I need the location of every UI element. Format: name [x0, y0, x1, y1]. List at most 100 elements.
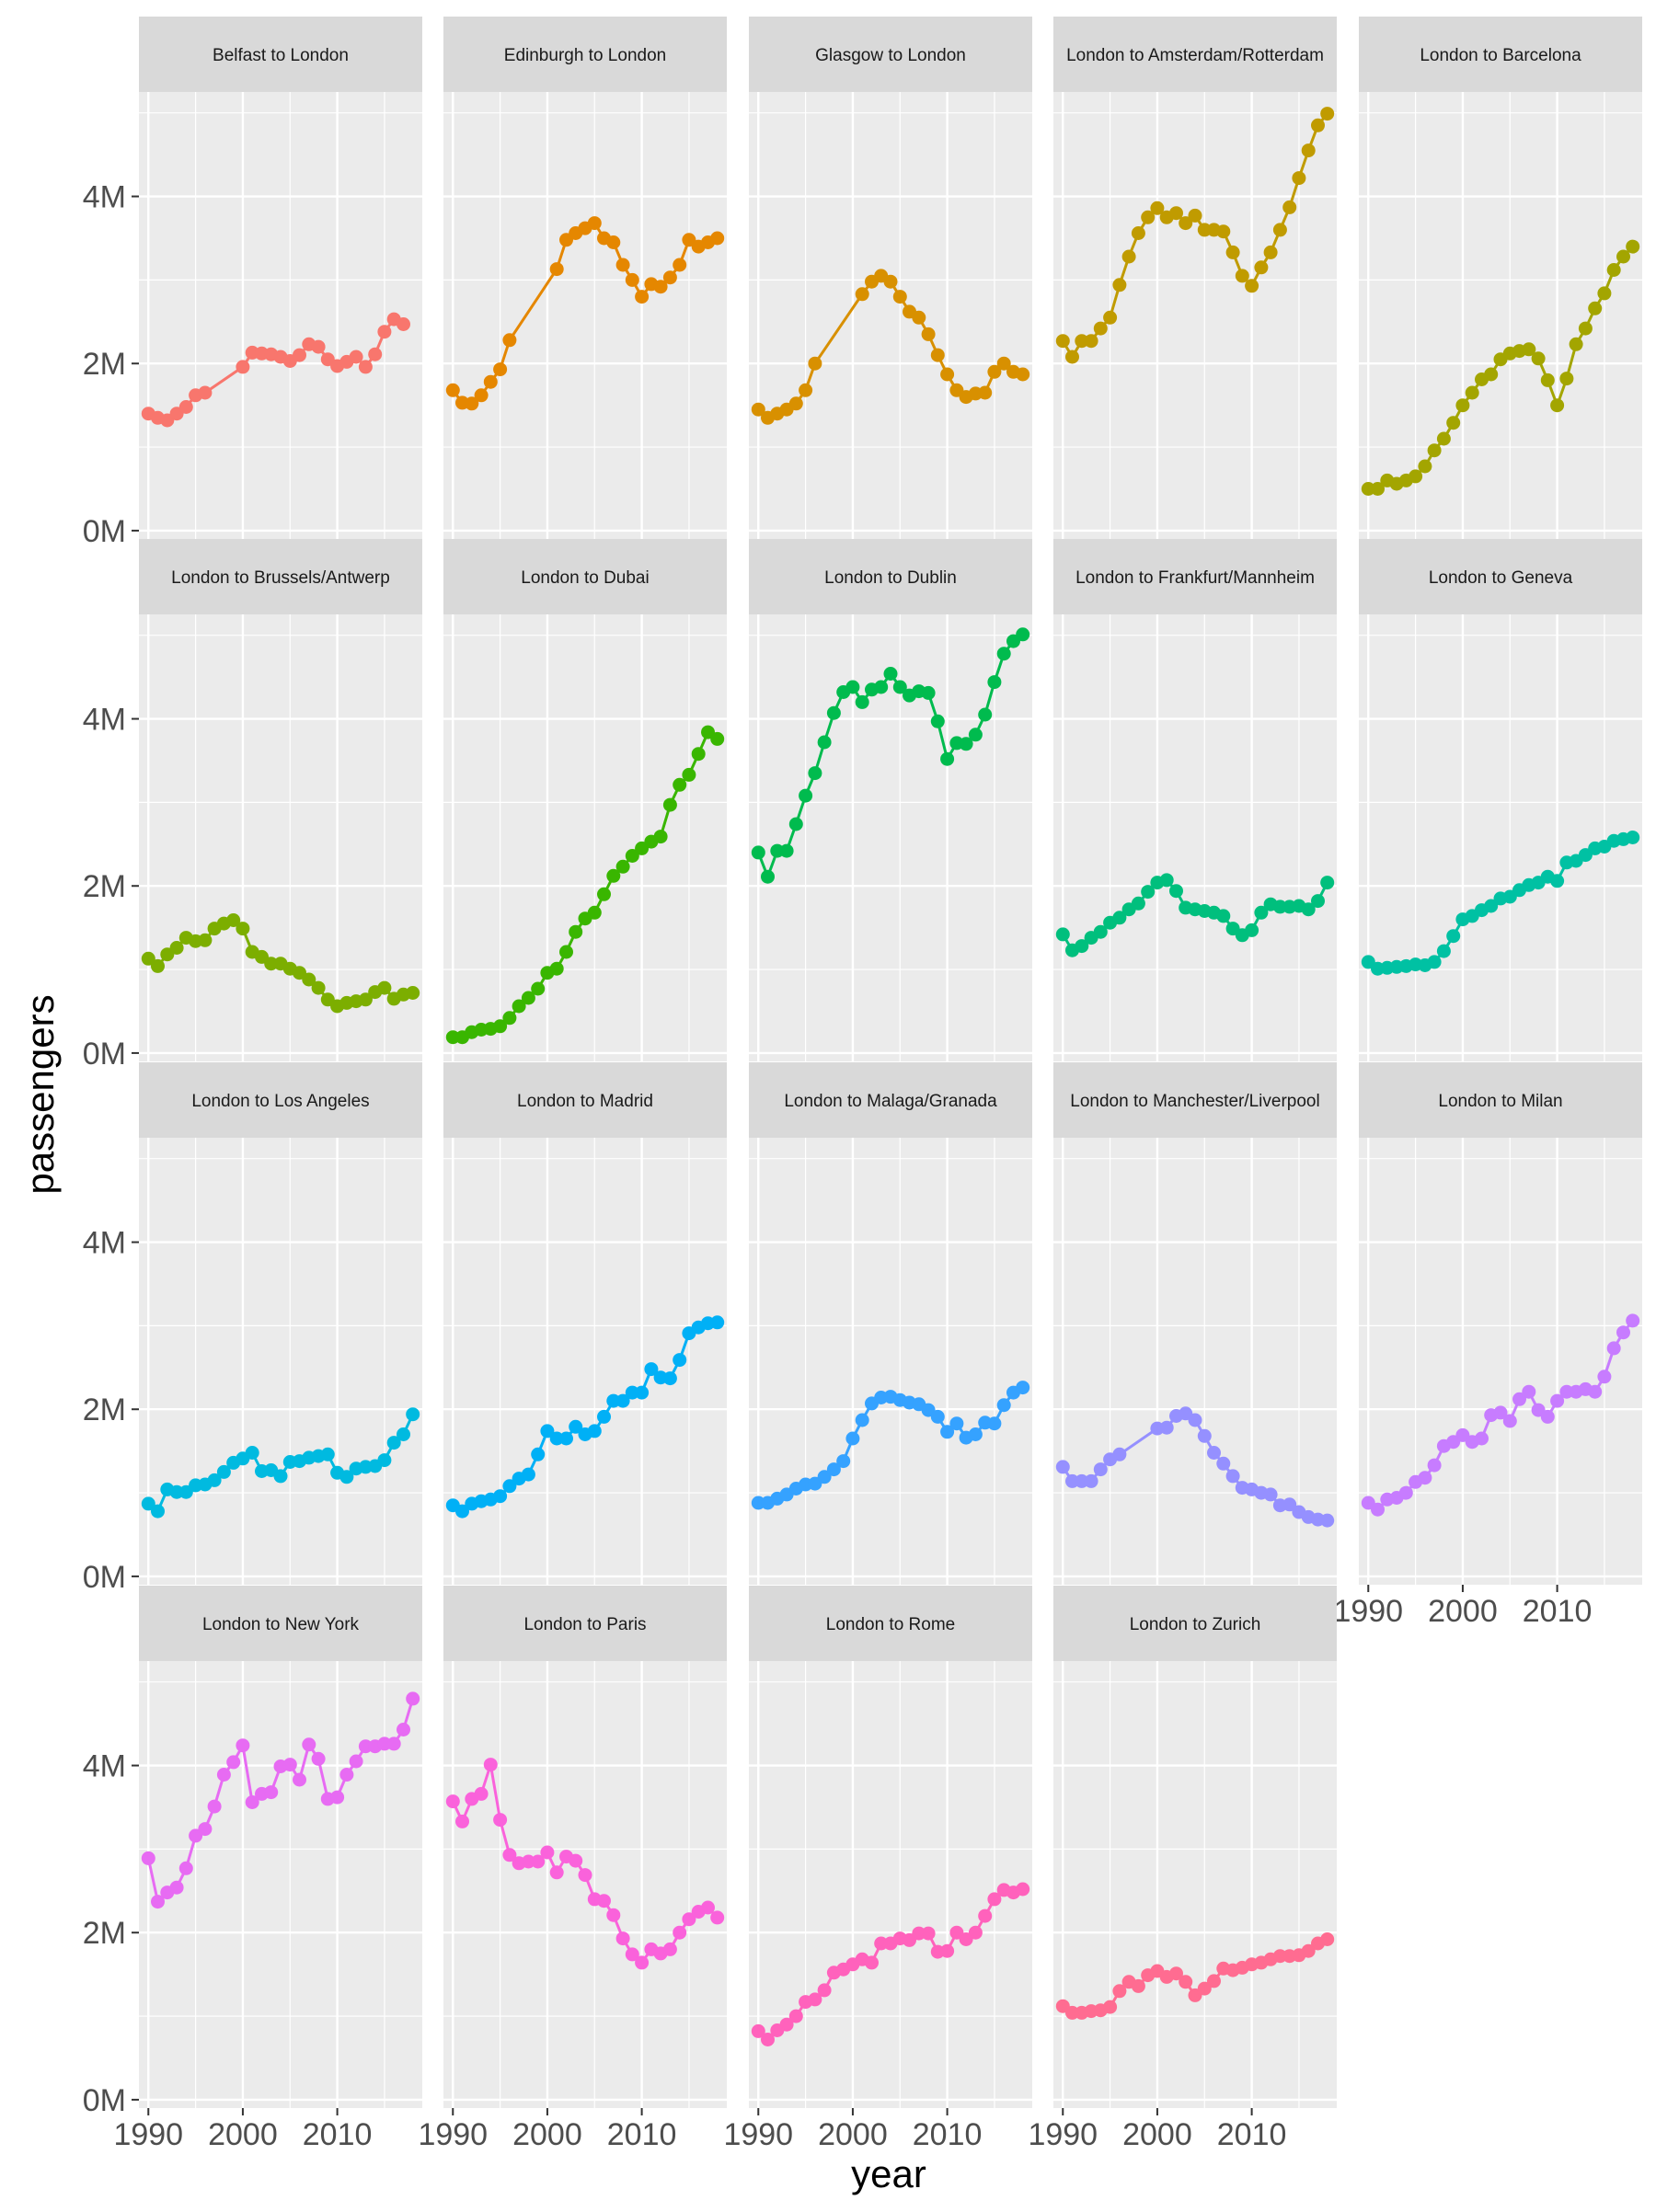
facet-strip: [1359, 1062, 1642, 1138]
data-point: [1550, 1393, 1565, 1408]
facet-panel: Glasgow to London: [749, 17, 1032, 539]
data-point: [226, 913, 241, 927]
facet-strip-label: London to Paris: [523, 1615, 646, 1634]
data-point: [1016, 1381, 1030, 1395]
data-point: [1311, 894, 1325, 909]
data-point: [808, 1992, 822, 2007]
data-point: [921, 327, 936, 341]
data-point: [865, 1955, 879, 1970]
facet-strip-label: London to Frankfurt/Mannheim: [1075, 568, 1315, 588]
data-point: [1550, 874, 1565, 888]
data-point: [874, 680, 889, 694]
data-point: [761, 2033, 775, 2046]
y-tick-label: 2M: [83, 869, 126, 904]
facet-strip: [749, 17, 1032, 92]
data-point: [883, 667, 898, 681]
data-point: [691, 747, 706, 762]
x-tick-label: 2000: [208, 2117, 278, 2152]
data-point: [1427, 1458, 1442, 1473]
data-point: [445, 1794, 460, 1809]
data-point: [151, 958, 165, 973]
x-axis-title: year: [851, 2152, 926, 2195]
data-point: [141, 1851, 155, 1865]
data-point: [397, 317, 410, 331]
facet-strip-label: London to Los Angeles: [191, 1092, 369, 1111]
y-tick-label: 2M: [83, 347, 126, 382]
data-point: [587, 905, 602, 920]
data-point: [1588, 301, 1603, 315]
data-point: [808, 356, 822, 371]
data-point: [1427, 443, 1442, 458]
data-point: [635, 1955, 650, 1970]
data-point: [1141, 885, 1156, 900]
data-point: [531, 1854, 546, 1869]
data-point: [406, 986, 420, 1000]
panel-background: [1053, 92, 1337, 539]
data-point: [978, 385, 993, 400]
data-point: [293, 348, 306, 362]
data-point: [1121, 249, 1136, 264]
data-point: [1606, 1341, 1621, 1356]
data-point: [349, 350, 363, 364]
data-point: [930, 348, 945, 362]
data-point: [662, 797, 677, 812]
data-point: [1016, 1882, 1030, 1897]
panel-background: [749, 1661, 1032, 2108]
facet-strip-label: London to Rome: [826, 1615, 956, 1634]
data-point: [1084, 1473, 1098, 1488]
facet-panel: London to Amsterdam/Rotterdam: [1053, 17, 1337, 539]
data-point: [673, 1925, 687, 1940]
data-point: [1578, 321, 1593, 336]
data-point: [198, 1822, 213, 1837]
facet-panel: London to Geneva: [1359, 539, 1642, 1061]
data-point: [1446, 416, 1461, 430]
data-point: [521, 1854, 535, 1869]
data-point: [1301, 902, 1316, 917]
facet-strip-label: London to Madrid: [517, 1092, 653, 1111]
panel-background: [139, 1138, 422, 1585]
facet-strip: [443, 17, 727, 92]
data-point: [1150, 201, 1165, 215]
facet-strip: [443, 1062, 727, 1138]
data-point: [377, 325, 392, 339]
data-point: [502, 1848, 517, 1862]
data-point: [836, 1454, 851, 1469]
facet-panel: London to Dublin: [749, 539, 1032, 1061]
facet-strip: [1359, 539, 1642, 614]
data-point: [673, 777, 687, 792]
data-point: [625, 849, 639, 863]
data-point: [635, 1385, 650, 1400]
data-point: [311, 339, 326, 354]
data-point: [1626, 831, 1640, 844]
data-point: [207, 1473, 222, 1487]
data-point: [606, 1393, 621, 1408]
x-tick-label: 1990: [1028, 2117, 1098, 2152]
facet-strip: [443, 539, 727, 614]
x-tick-label: 1990: [723, 2117, 793, 2152]
facet-panel: Edinburgh to London: [443, 17, 727, 539]
data-point: [245, 1446, 259, 1460]
data-point: [673, 258, 687, 272]
x-tick-label: 2010: [303, 2117, 373, 2152]
data-point: [377, 1736, 392, 1751]
x-tick-label: 1990: [113, 2117, 183, 2152]
data-point: [845, 1431, 860, 1446]
data-point: [1427, 955, 1442, 969]
data-point: [996, 647, 1011, 661]
data-point: [521, 991, 535, 1005]
x-tick-label: 2010: [607, 2117, 677, 2152]
data-point: [710, 1910, 725, 1925]
data-point: [386, 1736, 401, 1751]
data-point: [1272, 1949, 1287, 1964]
data-point: [1484, 899, 1499, 913]
data-point: [770, 843, 785, 858]
data-point: [559, 945, 573, 959]
data-point: [1225, 245, 1240, 259]
data-point: [1616, 1325, 1630, 1340]
data-point: [779, 843, 794, 858]
facet-strip: [443, 1586, 727, 1661]
data-point: [245, 1795, 259, 1809]
data-point: [1540, 372, 1555, 387]
data-point: [465, 396, 479, 411]
